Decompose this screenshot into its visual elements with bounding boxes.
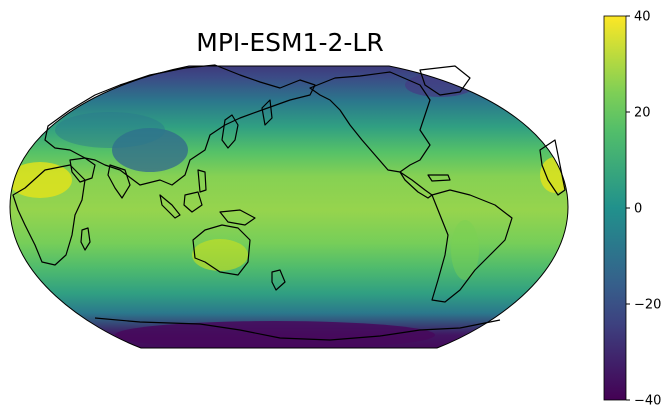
colorbar-ticks: 40 20 0 −20 −40 — [626, 10, 661, 409]
zonal-temperature-field — [0, 60, 580, 360]
colorbar-tick-label: −40 — [634, 394, 661, 409]
colorbar-tick-label: 40 — [634, 10, 651, 25]
globe-field — [0, 60, 580, 360]
central-asia-cool-anomaly — [55, 112, 165, 148]
colorbar-tick-label: 20 — [634, 106, 651, 121]
colorbar: 40 20 0 −20 −40 — [604, 10, 661, 409]
colorbar-tick-label: −20 — [634, 298, 661, 313]
colorbar-tick-label: 0 — [634, 202, 642, 217]
colorbar-scale — [604, 16, 626, 400]
australia-warm-anomaly — [192, 239, 248, 271]
